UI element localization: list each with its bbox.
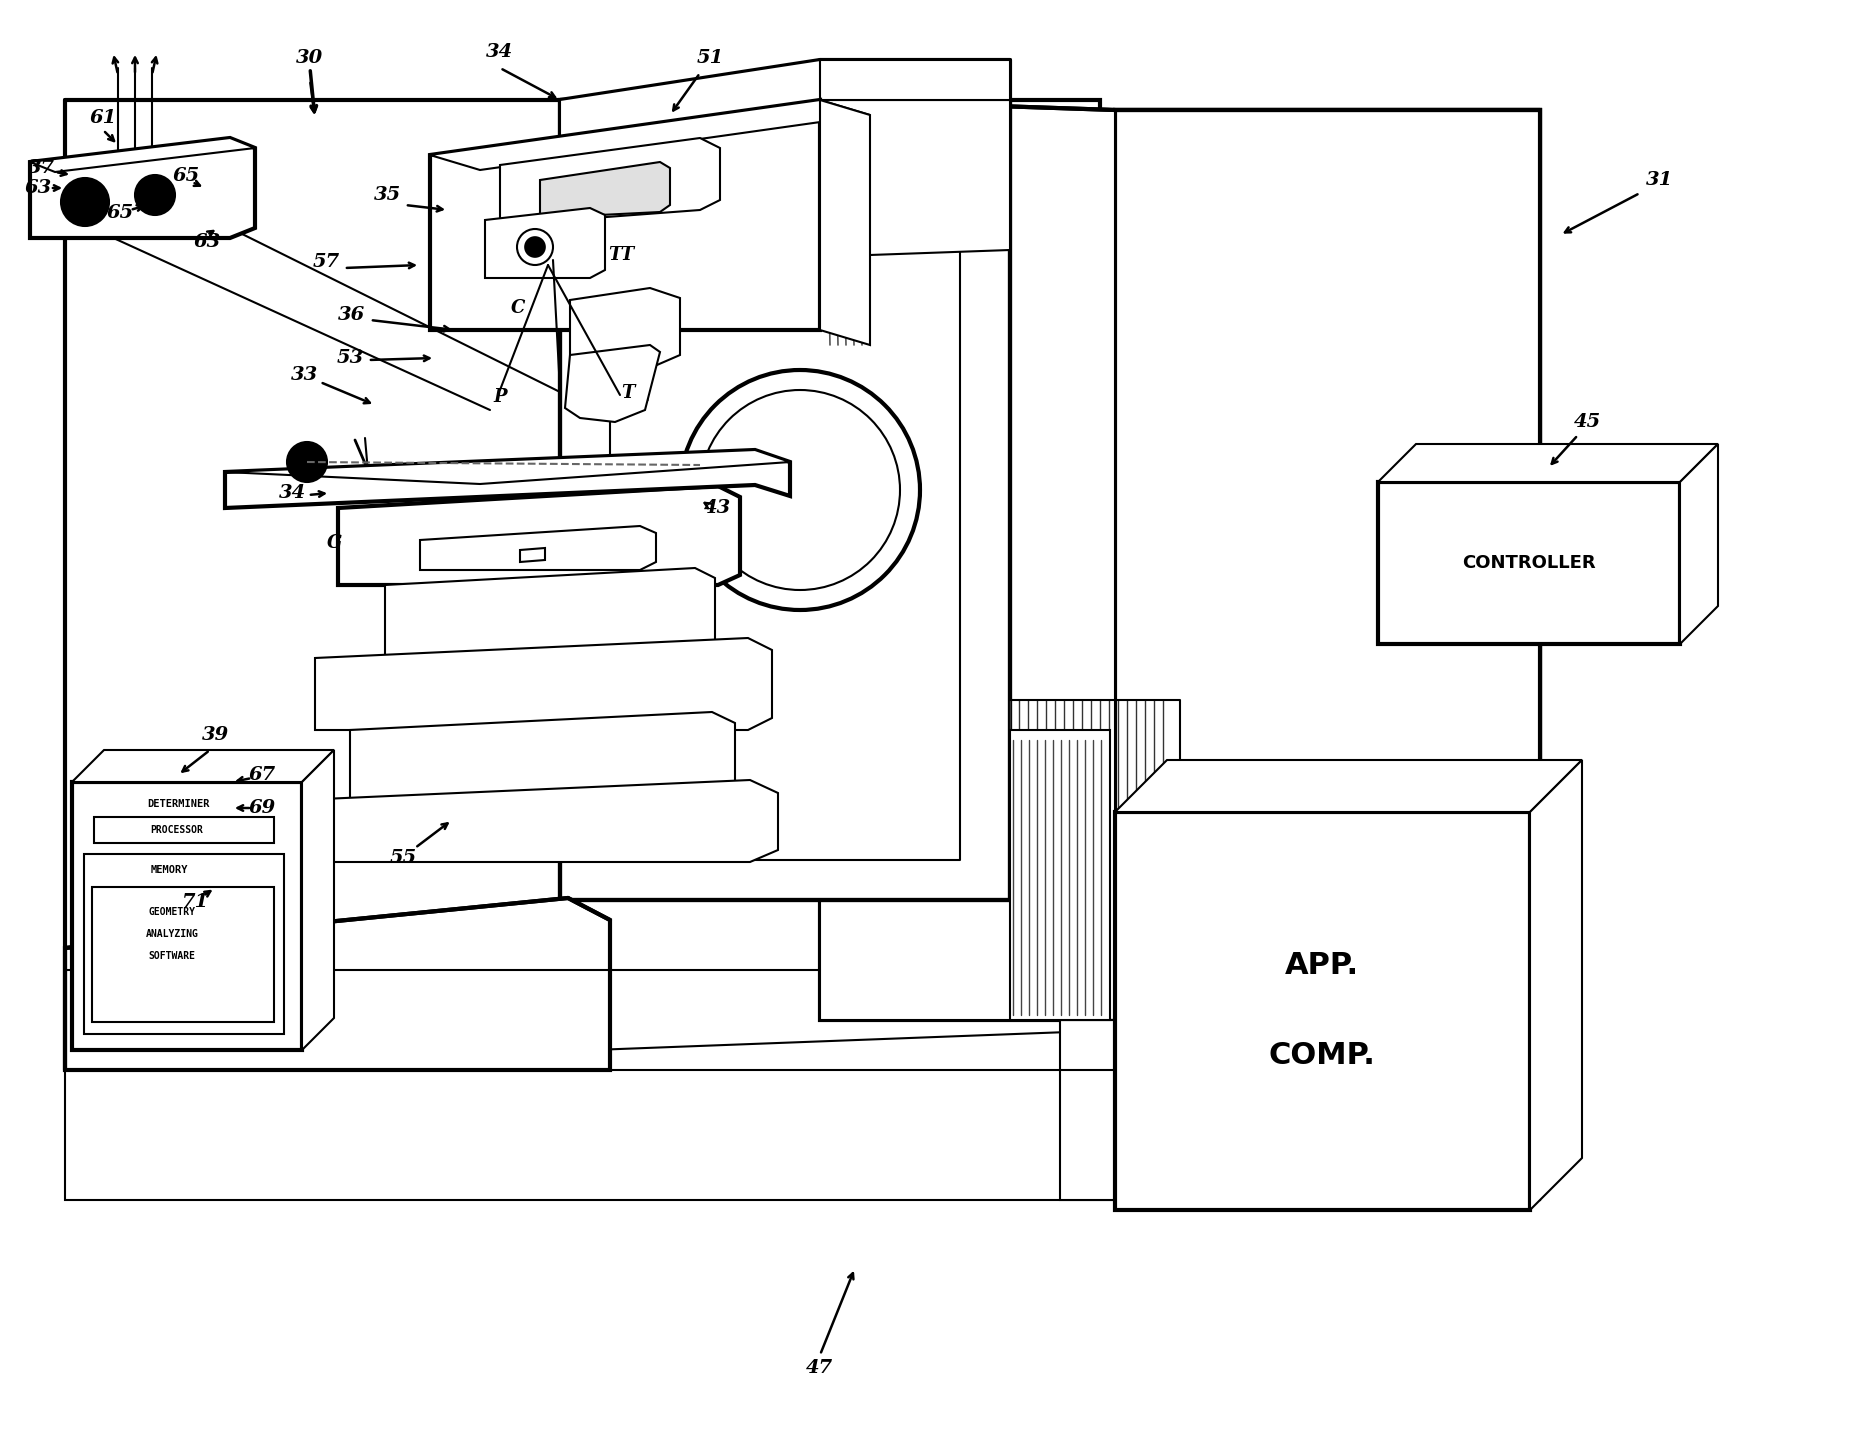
Text: 34: 34 bbox=[280, 484, 306, 502]
Polygon shape bbox=[560, 99, 1010, 350]
Polygon shape bbox=[1010, 730, 1110, 1020]
Polygon shape bbox=[1116, 812, 1530, 1210]
Polygon shape bbox=[300, 780, 778, 862]
Text: 36: 36 bbox=[338, 307, 366, 324]
Text: 43: 43 bbox=[703, 499, 731, 517]
Text: P: P bbox=[493, 389, 508, 406]
Text: T: T bbox=[621, 384, 634, 401]
Polygon shape bbox=[429, 99, 870, 170]
Circle shape bbox=[287, 442, 327, 482]
Text: 45: 45 bbox=[1575, 413, 1601, 432]
Polygon shape bbox=[65, 1020, 1539, 1200]
Polygon shape bbox=[1116, 109, 1539, 1020]
FancyBboxPatch shape bbox=[91, 886, 274, 1022]
Polygon shape bbox=[1377, 445, 1719, 482]
Polygon shape bbox=[1116, 760, 1582, 812]
Text: GEOMETRY: GEOMETRY bbox=[149, 907, 196, 917]
Text: 35: 35 bbox=[375, 186, 401, 204]
Polygon shape bbox=[420, 527, 657, 570]
Circle shape bbox=[62, 178, 108, 226]
Polygon shape bbox=[73, 750, 334, 781]
Text: 65: 65 bbox=[106, 204, 134, 222]
Polygon shape bbox=[351, 712, 735, 800]
Polygon shape bbox=[560, 60, 1010, 99]
Polygon shape bbox=[560, 60, 819, 230]
Polygon shape bbox=[819, 99, 870, 345]
Text: 55: 55 bbox=[390, 849, 416, 868]
Polygon shape bbox=[565, 345, 661, 422]
Text: G: G bbox=[327, 534, 343, 553]
Polygon shape bbox=[569, 288, 679, 368]
Text: 33: 33 bbox=[291, 366, 319, 384]
Text: 47: 47 bbox=[806, 1358, 834, 1377]
Circle shape bbox=[134, 176, 175, 214]
Polygon shape bbox=[1377, 482, 1679, 645]
Text: CONTROLLER: CONTROLLER bbox=[1463, 554, 1595, 571]
Circle shape bbox=[524, 237, 545, 258]
Polygon shape bbox=[302, 750, 334, 1050]
Polygon shape bbox=[429, 99, 819, 330]
Polygon shape bbox=[73, 781, 302, 1050]
Text: 61: 61 bbox=[90, 109, 116, 127]
Polygon shape bbox=[539, 163, 670, 217]
Polygon shape bbox=[30, 138, 256, 173]
Text: SOFTWARE: SOFTWARE bbox=[149, 951, 196, 961]
Circle shape bbox=[144, 183, 166, 207]
Polygon shape bbox=[30, 138, 256, 237]
Polygon shape bbox=[338, 486, 741, 586]
Text: 69: 69 bbox=[248, 799, 276, 817]
Text: MEMORY: MEMORY bbox=[151, 865, 188, 875]
Polygon shape bbox=[485, 209, 605, 278]
Polygon shape bbox=[1060, 1020, 1539, 1200]
Text: 57: 57 bbox=[312, 253, 340, 271]
Polygon shape bbox=[1116, 109, 1539, 1020]
Text: APP.: APP. bbox=[1286, 951, 1358, 980]
Text: COMP.: COMP. bbox=[1269, 1042, 1375, 1071]
Polygon shape bbox=[226, 450, 789, 484]
Polygon shape bbox=[560, 99, 1010, 899]
Polygon shape bbox=[1679, 445, 1719, 645]
Polygon shape bbox=[1530, 760, 1582, 1210]
Text: 30: 30 bbox=[297, 49, 323, 68]
Polygon shape bbox=[65, 898, 610, 1071]
Text: 63: 63 bbox=[194, 233, 220, 250]
Polygon shape bbox=[521, 548, 545, 563]
Text: 53: 53 bbox=[336, 350, 364, 367]
Polygon shape bbox=[819, 99, 1116, 1020]
Text: 31: 31 bbox=[1646, 171, 1674, 189]
Polygon shape bbox=[315, 637, 773, 730]
Polygon shape bbox=[819, 99, 1539, 1020]
FancyBboxPatch shape bbox=[93, 817, 274, 843]
Text: 34: 34 bbox=[487, 43, 513, 60]
Text: 63: 63 bbox=[24, 178, 52, 197]
Polygon shape bbox=[226, 450, 789, 508]
Text: 37: 37 bbox=[28, 158, 56, 177]
Text: 65: 65 bbox=[172, 167, 200, 186]
Text: 71: 71 bbox=[183, 894, 209, 911]
Text: C: C bbox=[511, 299, 524, 317]
Text: PROCESSOR: PROCESSOR bbox=[151, 825, 203, 835]
Text: 67: 67 bbox=[248, 766, 276, 784]
Text: DETERMINER: DETERMINER bbox=[147, 799, 211, 809]
FancyBboxPatch shape bbox=[84, 853, 284, 1035]
Text: ANALYZING: ANALYZING bbox=[146, 930, 198, 940]
Text: 51: 51 bbox=[696, 49, 724, 68]
Text: 39: 39 bbox=[202, 727, 230, 744]
Text: TT: TT bbox=[608, 246, 634, 263]
Polygon shape bbox=[384, 568, 715, 668]
Circle shape bbox=[71, 189, 99, 216]
Polygon shape bbox=[500, 138, 720, 224]
